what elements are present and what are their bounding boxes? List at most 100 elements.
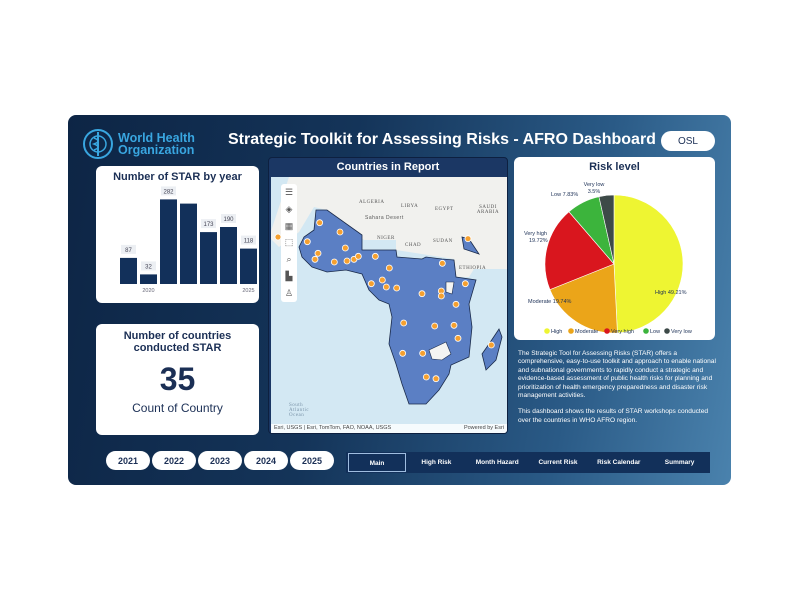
- legend-marker: [664, 328, 670, 334]
- year-button-2023[interactable]: 2023: [198, 451, 242, 470]
- africa-map: [271, 177, 507, 405]
- chart-icon[interactable]: ▙: [285, 271, 293, 282]
- country-count-label: Count of Country: [132, 401, 223, 415]
- nav-risk-calendar[interactable]: Risk Calendar: [597, 459, 641, 466]
- person-icon[interactable]: ♙: [284, 287, 294, 298]
- data-label: 190: [223, 217, 234, 223]
- country-marker: [452, 300, 460, 308]
- basemap-grid-icon[interactable]: ▦: [284, 220, 294, 231]
- map-label: ETHIOPIA: [459, 266, 487, 271]
- nav-high-risk[interactable]: High Risk: [421, 459, 452, 466]
- count-card-title: Number of countries conducted STAR: [123, 330, 232, 354]
- who-logo: World Health Organization: [82, 127, 202, 161]
- risk-level-card: Risk level High 49.21% Moderate 19.74% Ver…: [514, 157, 715, 340]
- country-marker: [464, 235, 472, 243]
- country-count-card: Number of countries conducted STAR 35 Co…: [96, 324, 259, 435]
- attribution-text: Esri, USGS | Esri, TomTom, FAO, NOAA, US…: [274, 425, 392, 431]
- description-paragraph: The Strategic Tool for Assessing Risks (…: [518, 350, 716, 400]
- country-marker: [311, 255, 319, 263]
- logo-text-line2: Organization: [118, 143, 195, 157]
- country-marker: [371, 252, 379, 260]
- who-emblem-icon: [83, 129, 113, 159]
- nav-summary[interactable]: Summary: [664, 459, 695, 466]
- country-marker: [419, 349, 427, 357]
- legend-item: Low: [650, 329, 660, 335]
- data-label: 87: [125, 248, 132, 254]
- data-label-bg: [221, 214, 236, 223]
- pie-chart-title: Risk level: [589, 161, 640, 173]
- map-label: South Atlantic Ocean: [289, 403, 310, 418]
- page-nav: Main High Risk Month Hazard Current Risk…: [346, 452, 710, 473]
- layers-icon[interactable]: ◈: [285, 203, 293, 214]
- year-button-2024[interactable]: 2024: [244, 451, 288, 470]
- pie-chart: High 49.21%Moderate 19.74%Very high19.72…: [524, 182, 692, 335]
- country-marker: [385, 264, 393, 272]
- bar-2025: [240, 248, 257, 284]
- map-label: SAUDI ARABIA: [476, 205, 500, 215]
- country-marker: [432, 375, 440, 383]
- legend-item: High: [551, 329, 562, 335]
- bar-2019: [120, 257, 137, 284]
- year-button-2021[interactable]: 2021: [106, 451, 150, 470]
- description-paragraph: This dashboard shows the results of STAR…: [518, 408, 709, 424]
- nav-current-risk[interactable]: Current Risk: [538, 459, 578, 466]
- map-title: Countries in Report: [336, 161, 440, 173]
- country-marker: [367, 280, 375, 288]
- country-marker: [461, 280, 469, 288]
- map-canvas[interactable]: ALGERIA LIBYA EGYPT SAUDI ARABIA Sahara …: [271, 177, 507, 433]
- menu-icon[interactable]: ☰: [284, 186, 294, 197]
- pie-slice-very-low: [598, 194, 615, 265]
- nav-main[interactable]: Main: [348, 453, 406, 472]
- data-label-bg: [201, 219, 216, 229]
- data-label: 282: [163, 189, 174, 195]
- map-label: SUDAN: [433, 239, 453, 244]
- country-marker: [354, 252, 362, 260]
- nav-month-hazard[interactable]: Month Hazard: [475, 459, 519, 466]
- x-tick-label: 2025: [242, 288, 254, 294]
- dashboard-panel: World Health Organization Strategic Toolk…: [68, 115, 731, 485]
- country-marker: [393, 284, 401, 292]
- year-button-2022[interactable]: 2022: [152, 451, 196, 470]
- country-marker: [303, 238, 311, 246]
- legend-item: Very high: [611, 329, 634, 335]
- data-label-bg: [241, 235, 256, 245]
- year-button-2025[interactable]: 2025: [290, 451, 334, 470]
- country-marker: [314, 249, 322, 257]
- data-label: 32: [145, 264, 152, 270]
- zimbabwe-no-data: [428, 341, 452, 361]
- bar-2020: [140, 274, 157, 284]
- search-icon[interactable]: ⌕: [286, 254, 292, 265]
- x-tick-label: 2020: [142, 288, 154, 294]
- country-marker: [431, 322, 439, 330]
- country-marker: [450, 321, 458, 329]
- pie-data-label: Low 7.83%: [551, 192, 578, 198]
- pie-slice-very-high: [544, 211, 615, 290]
- country-marker: [487, 341, 495, 349]
- madagascar: [481, 328, 503, 371]
- country-marker: [378, 276, 386, 284]
- bar-2022: [180, 203, 197, 284]
- country-marker: [316, 219, 324, 227]
- select-icon[interactable]: ⬚: [284, 237, 294, 248]
- pie-data-label: Moderate 19.74%: [528, 299, 572, 305]
- map-attribution: Esri, USGS | Esri, TomTom, FAO, NOAA, US…: [271, 424, 507, 433]
- country-marker: [437, 292, 445, 300]
- bar-2021: [160, 199, 177, 284]
- country-marker: [330, 258, 338, 266]
- osl-button[interactable]: OSL: [661, 131, 715, 151]
- pie-data-label: High 49.21%: [655, 290, 687, 296]
- legend-marker: [643, 328, 649, 334]
- country-marker: [341, 244, 349, 252]
- country-marker: [400, 319, 408, 327]
- pie-slice-high: [613, 194, 684, 334]
- powered-by-esri[interactable]: Powered by Esri: [463, 425, 504, 431]
- map-label: NIGER: [377, 236, 395, 241]
- data-label: 118: [244, 239, 254, 245]
- uganda-no-data: [445, 281, 455, 295]
- map-label: CHAD: [405, 243, 422, 248]
- description: The Strategic Tool for Assessing Risks (…: [518, 350, 718, 433]
- bar-2023: [200, 232, 217, 284]
- logo-text-line1: World Health: [118, 131, 195, 145]
- map-toolbar: ☰ ◈ ▦ ⬚ ⌕ ▙ ♙: [281, 184, 297, 302]
- country-marker: [336, 228, 344, 236]
